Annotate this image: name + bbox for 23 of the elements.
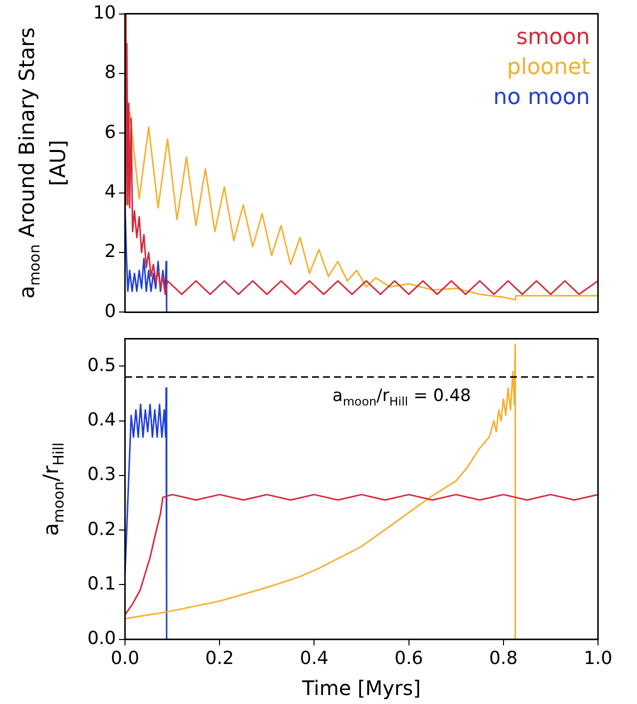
text: ploonet [506,54,590,80]
x-tick-label: 0.8 [489,648,518,669]
x-tick-label: 0.6 [394,648,424,669]
y-tick-label: 0.5 [87,354,116,376]
y-tick-label: 8 [104,62,116,84]
x-tick-label: 1.0 [584,648,612,669]
x-tick-label: 0.2 [205,648,234,669]
y-tick-label: 0 [104,300,116,322]
y-tick-label: 0.4 [87,409,116,430]
y-tick-label: 0.2 [87,518,116,540]
y-tick-label: 0.3 [87,464,116,486]
text: no moon [493,84,590,110]
y-tick-label: 0.1 [87,573,116,594]
y-axis-title: amoon Around Binary Stars [AU] [15,27,70,299]
y-tick-label: 0.0 [87,628,116,650]
x-axis-title: Time [Myrs] [301,676,421,700]
y-tick-label: 2 [104,241,116,262]
y-tick-label: 4 [104,182,116,203]
y-axis-title: amoon/rHill [39,442,68,536]
y-tick-label: 6 [104,122,116,143]
y-tick-label: 10 [93,2,116,24]
x-tick-label: 0.4 [300,648,329,669]
text: smoon [516,24,590,50]
